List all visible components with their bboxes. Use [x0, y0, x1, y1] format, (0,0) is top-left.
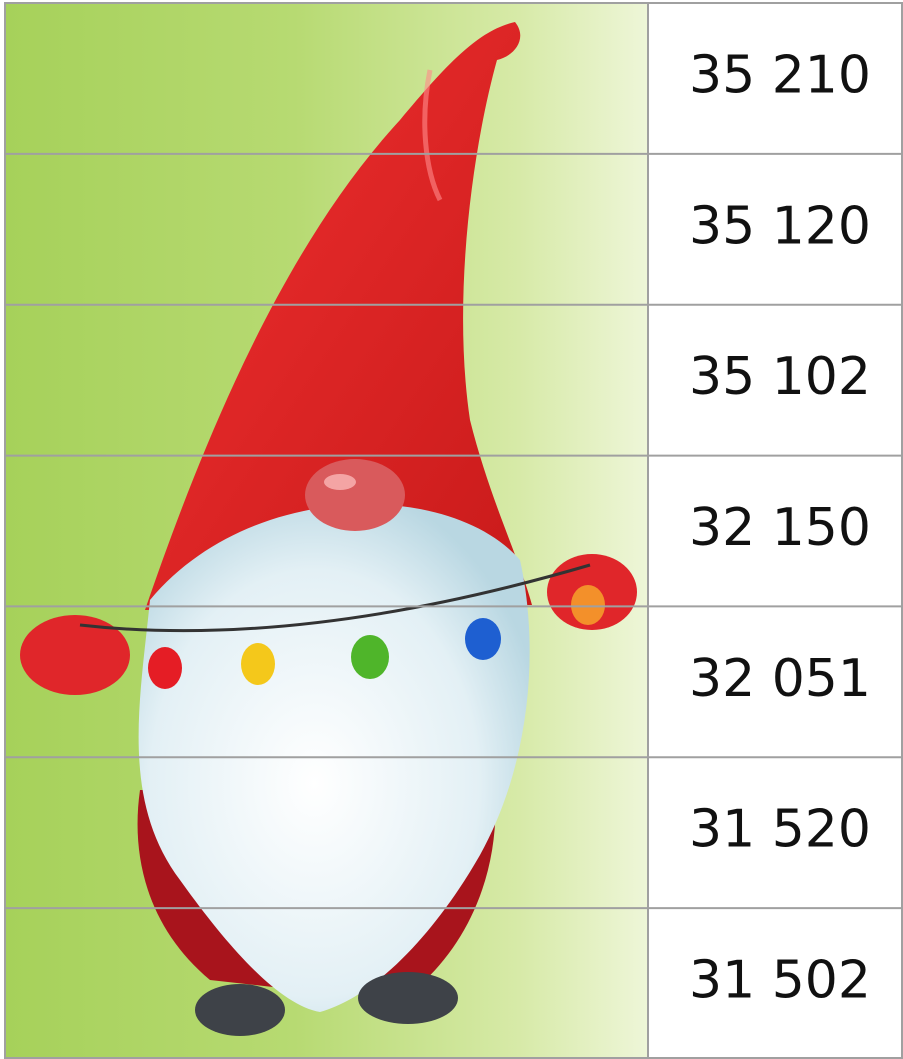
strip-number: 32 051 [689, 649, 871, 709]
strip-number: 31 502 [689, 951, 871, 1011]
page: 35 210 35 120 35 102 32 150 32 051 31 520 31 5… [0, 0, 903, 1059]
numbers: 35 210 35 120 35 102 32 150 32 051 31 520 31 5… [689, 45, 871, 1010]
strip-number: 35 210 [689, 45, 871, 105]
strip-number: 32 150 [689, 498, 871, 558]
puzzle-sheet: 35 210 35 120 35 102 32 150 32 051 31 520 31 5… [0, 0, 903, 1059]
gnome-illustration [5, 3, 648, 1059]
strip-number: 31 520 [689, 800, 871, 860]
strip-number: 35 120 [689, 196, 871, 256]
strip-number: 35 102 [689, 347, 871, 407]
